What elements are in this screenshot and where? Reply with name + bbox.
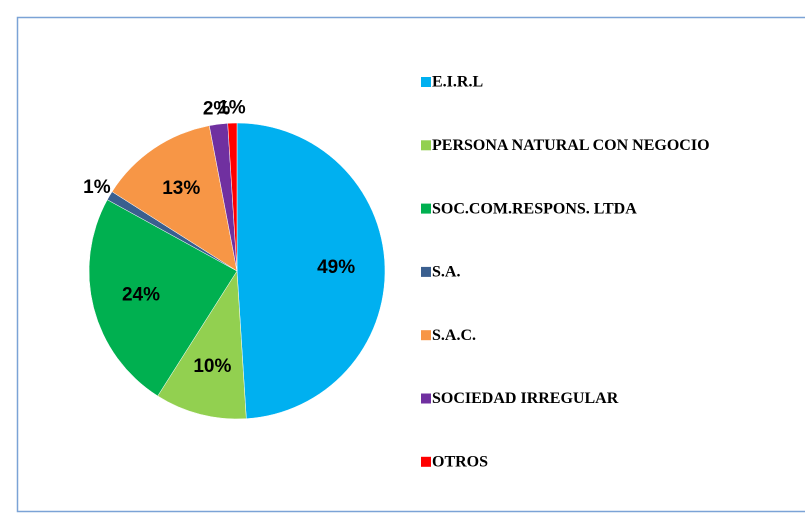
legend-swatch xyxy=(421,77,431,87)
legend-swatch xyxy=(421,140,431,151)
legend-label: E.I.R.L xyxy=(432,74,483,91)
legend-label: SOC.COM.RESPONS. LTDA xyxy=(432,200,637,217)
pie-slice xyxy=(236,122,386,419)
legend-swatch xyxy=(421,393,431,404)
pie-slice xyxy=(157,270,247,420)
legend-swatch xyxy=(421,330,431,341)
legend-swatch xyxy=(421,456,431,467)
legend-swatch xyxy=(421,203,431,214)
data-label: 10% xyxy=(193,356,231,377)
data-label: 13% xyxy=(162,178,200,199)
data-label: 1% xyxy=(218,97,246,118)
legend-swatch xyxy=(421,266,431,277)
data-label: 2% xyxy=(203,98,231,119)
data-label: 24% xyxy=(122,285,160,306)
legend-label: S.A. xyxy=(432,264,460,281)
legend-label: SOCIEDAD IRREGULAR xyxy=(432,390,619,407)
legend-label: PERSONA NATURAL CON NEGOCIO xyxy=(432,137,710,154)
legend-label: OTROS xyxy=(432,453,488,470)
pie-slice xyxy=(88,199,238,397)
legend-label: S.A.C. xyxy=(432,327,476,344)
pie-slice xyxy=(227,122,238,272)
data-label: 49% xyxy=(317,257,355,278)
pie-slice xyxy=(111,125,238,272)
data-label: 1% xyxy=(83,177,111,198)
